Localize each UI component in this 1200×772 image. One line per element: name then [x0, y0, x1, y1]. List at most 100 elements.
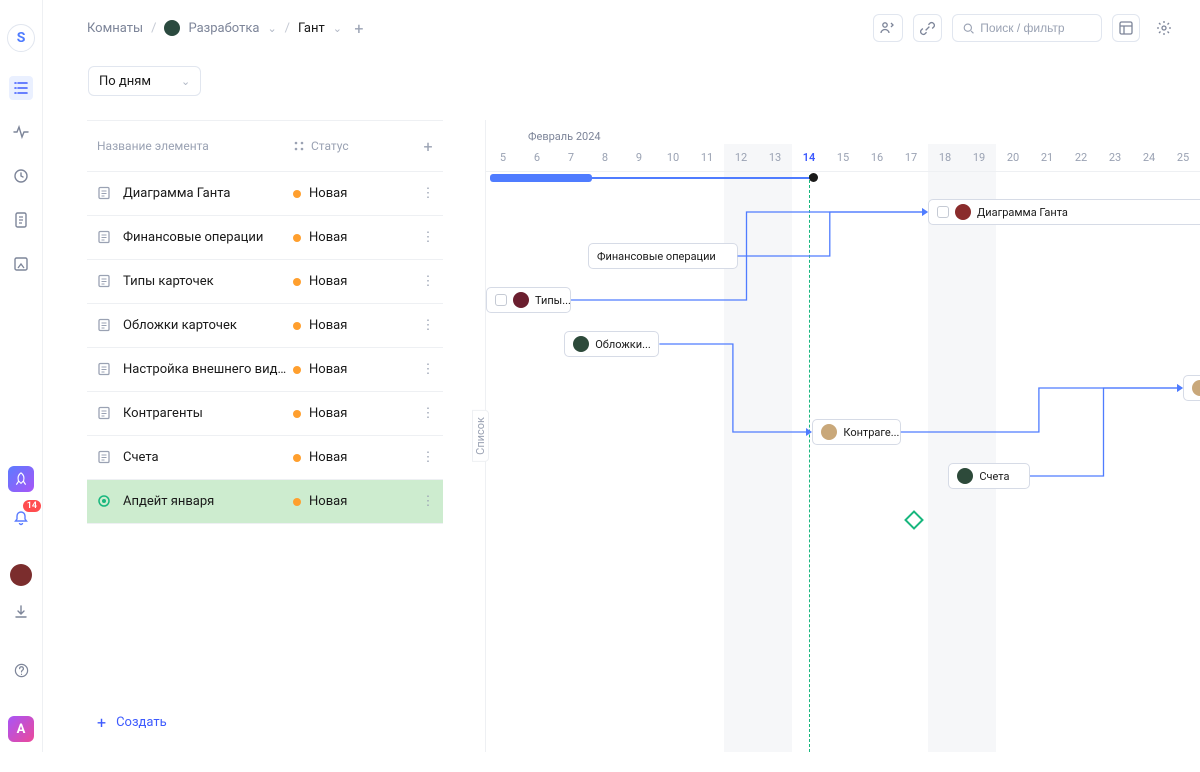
- row-more-icon[interactable]: ⋮: [413, 186, 443, 201]
- app-switcher-icon[interactable]: A: [8, 716, 34, 742]
- table-row[interactable]: Типы карточек Новая ⋮: [87, 260, 443, 304]
- settings-icon[interactable]: [1150, 14, 1178, 42]
- day-header[interactable]: 6: [520, 144, 554, 171]
- row-more-icon[interactable]: ⋮: [413, 274, 443, 289]
- add-column-button[interactable]: +: [413, 137, 443, 156]
- day-header[interactable]: 24: [1132, 144, 1166, 171]
- assignee-avatar: [821, 424, 837, 440]
- row-type-icon: [97, 186, 113, 202]
- status-dot: [293, 234, 301, 242]
- day-header[interactable]: 25: [1166, 144, 1200, 171]
- row-more-icon[interactable]: ⋮: [413, 450, 443, 465]
- day-header[interactable]: 11: [690, 144, 724, 171]
- app-logo[interactable]: S: [7, 24, 35, 52]
- day-header[interactable]: 13: [758, 144, 792, 171]
- upgrade-icon[interactable]: [8, 466, 34, 492]
- gantt-bar[interactable]: Типы...: [486, 287, 571, 313]
- link-button[interactable]: [913, 14, 942, 42]
- day-header[interactable]: 12: [724, 144, 758, 171]
- bar-label: Контраге...: [843, 426, 899, 439]
- gantt-bar[interactable]: Настройка: [1183, 375, 1200, 401]
- day-header[interactable]: 7: [554, 144, 588, 171]
- status-col-icon: [293, 140, 305, 152]
- table-row[interactable]: Настройка внешнего вида...Новая⋮: [87, 348, 443, 392]
- notification-badge: 14: [23, 500, 41, 512]
- gantt-panel: Список Февраль 2024 56789101112131415161…: [485, 120, 1200, 752]
- assignee-avatar: [955, 204, 971, 220]
- assignee-avatar: [957, 468, 973, 484]
- row-status[interactable]: Новая: [293, 362, 413, 377]
- nav-doc-icon[interactable]: [9, 208, 33, 232]
- row-more-icon[interactable]: ⋮: [413, 494, 443, 509]
- view-selector[interactable]: По дням ⌄: [88, 66, 201, 96]
- search-field[interactable]: [980, 21, 1091, 35]
- nav-list-icon[interactable]: [9, 76, 33, 100]
- row-status[interactable]: Новая: [293, 230, 413, 245]
- nav-activity-icon[interactable]: [9, 120, 33, 144]
- status-label: Новая: [309, 274, 347, 289]
- day-header[interactable]: 17: [894, 144, 928, 171]
- row-status[interactable]: Новая: [293, 318, 413, 333]
- day-header[interactable]: 22: [1064, 144, 1098, 171]
- status-dot: [293, 278, 301, 286]
- row-more-icon[interactable]: ⋮: [413, 362, 443, 377]
- gantt-bar[interactable]: Обложки...: [564, 331, 659, 357]
- day-header[interactable]: 21: [1030, 144, 1064, 171]
- breadcrumb-view[interactable]: Гант: [298, 21, 325, 36]
- table-row[interactable]: КонтрагентыНовая⋮: [87, 392, 443, 436]
- nav-archive-icon[interactable]: [9, 252, 33, 276]
- day-header[interactable]: 5: [486, 144, 520, 171]
- layout-button[interactable]: [1112, 14, 1140, 42]
- nav-time-icon[interactable]: [9, 164, 33, 188]
- weekend-shade: [962, 172, 996, 752]
- chevron-down-icon[interactable]: ⌄: [333, 22, 342, 35]
- help-icon[interactable]: [9, 658, 33, 682]
- row-status[interactable]: Новая: [293, 406, 413, 421]
- table-row[interactable]: Апдейт январяНовая⋮: [87, 480, 443, 524]
- create-button[interactable]: + Создать: [97, 713, 167, 732]
- row-title: Настройка внешнего вида...: [123, 362, 293, 377]
- table-row[interactable]: СчетаНовая⋮: [87, 436, 443, 480]
- day-header[interactable]: 8: [588, 144, 622, 171]
- add-view-icon[interactable]: +: [350, 19, 368, 37]
- row-status[interactable]: Новая: [293, 274, 413, 289]
- gantt-bar[interactable]: Счета: [948, 463, 1030, 489]
- row-status[interactable]: Новая: [293, 494, 413, 509]
- status-dot: [293, 190, 301, 198]
- row-status[interactable]: Новая: [293, 450, 413, 465]
- day-header[interactable]: 18: [928, 144, 962, 171]
- day-header[interactable]: 16: [860, 144, 894, 171]
- members-button[interactable]: [873, 14, 903, 42]
- gantt-bar[interactable]: Финансовые операции: [588, 243, 738, 269]
- breadcrumb-room[interactable]: Разработка: [188, 21, 259, 36]
- row-status[interactable]: Новая: [293, 186, 413, 201]
- milestone[interactable]: [904, 510, 924, 530]
- breadcrumb: Комнаты / Разработка ⌄ / Гант ⌄ +: [87, 19, 368, 37]
- gantt-body[interactable]: Диаграмма Ганта Финансовые операции Типы..…: [486, 172, 1200, 752]
- table-row[interactable]: Обложки карточекНовая⋮: [87, 304, 443, 348]
- gantt-bar[interactable]: Диаграмма Ганта: [928, 199, 1200, 225]
- breadcrumb-sep-icon: /: [285, 21, 290, 36]
- table-row[interactable]: Диаграмма ГантаНовая⋮: [87, 172, 443, 216]
- day-header[interactable]: 9: [622, 144, 656, 171]
- day-header[interactable]: 19: [962, 144, 996, 171]
- download-icon[interactable]: [9, 600, 33, 624]
- row-more-icon[interactable]: ⋮: [413, 230, 443, 245]
- chevron-down-icon[interactable]: ⌄: [267, 22, 276, 35]
- row-title: Типы карточек: [123, 274, 293, 289]
- day-header[interactable]: 15: [826, 144, 860, 171]
- status-dot: [293, 410, 301, 418]
- table-row[interactable]: Финансовые операцииНовая⋮: [87, 216, 443, 260]
- row-more-icon[interactable]: ⋮: [413, 318, 443, 333]
- gantt-bar[interactable]: Контраге...: [812, 419, 900, 445]
- row-more-icon[interactable]: ⋮: [413, 406, 443, 421]
- notifications-icon[interactable]: 14: [9, 506, 33, 530]
- header-actions: [873, 14, 1178, 42]
- user-avatar[interactable]: [10, 564, 32, 586]
- row-title: Контрагенты: [123, 406, 293, 421]
- day-header[interactable]: 20: [996, 144, 1030, 171]
- breadcrumb-root[interactable]: Комнаты: [87, 21, 143, 36]
- day-header[interactable]: 23: [1098, 144, 1132, 171]
- search-input[interactable]: [952, 14, 1102, 42]
- day-header[interactable]: 10: [656, 144, 690, 171]
